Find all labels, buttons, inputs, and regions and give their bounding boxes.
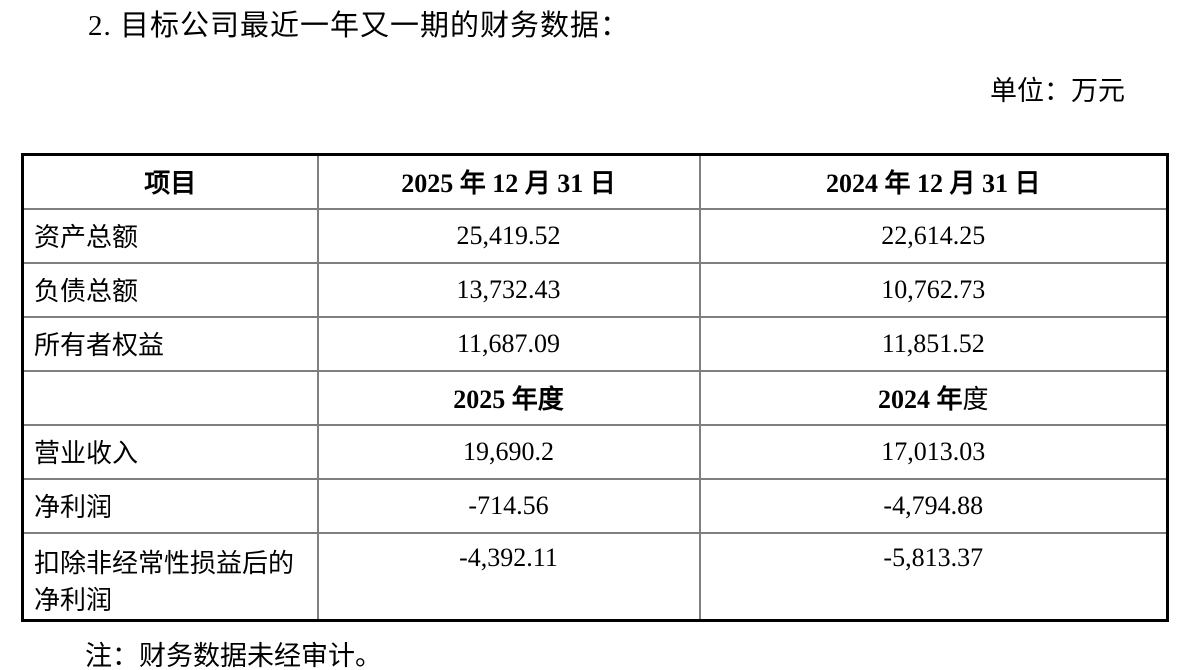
- value-2025: 19,690.2: [316, 423, 701, 480]
- footnote: 注：财务数据未经审计。: [85, 640, 382, 670]
- row-label: 营业收入: [21, 423, 319, 480]
- period-2025: 2025 年度: [316, 369, 701, 426]
- value-2024: -5,813.37: [698, 531, 1169, 621]
- header-date-2025: 2025 年 12 月 31 日: [316, 153, 701, 210]
- value-2025: 11,687.09: [316, 315, 701, 372]
- row-label: 扣除非经常性损益后的净利润: [21, 531, 319, 621]
- row-label: 资产总额: [21, 207, 319, 264]
- value-2024: 10,762.73: [698, 261, 1169, 318]
- value-2025: 13,732.43: [316, 261, 701, 318]
- row-label: 所有者权益: [21, 315, 319, 372]
- header-date-2024: 2024 年 12 月 31 日: [698, 153, 1169, 210]
- value-2024: 11,851.52: [698, 315, 1169, 372]
- value-2024: -4,794.88: [698, 477, 1169, 534]
- table-row-total-assets: 资产总额 25,419.52 22,614.25: [21, 207, 1169, 264]
- value-2025: 25,419.52: [316, 207, 701, 264]
- table-period-header-row: 2025 年度 2024 年度: [21, 369, 1169, 426]
- row-label: 负债总额: [21, 261, 319, 318]
- value-2025: -4,392.11: [316, 531, 701, 621]
- row-label: 净利润: [21, 477, 319, 534]
- value-2025: -714.56: [316, 477, 701, 534]
- table-row-total-liabilities: 负债总额 13,732.43 10,762.73: [21, 261, 1169, 318]
- financial-data-table: 项目 2025 年 12 月 31 日 2024 年 12 月 31 日 资产总…: [21, 153, 1169, 622]
- table-row-net-profit-excl-nonrecurring: 扣除非经常性损益后的净利润 -4,392.11 -5,813.37: [21, 531, 1169, 621]
- section-title: 2. 目标公司最近一年又一期的财务数据：: [88, 10, 631, 42]
- period-2024-bold: 2024 年: [877, 385, 963, 414]
- table-row-net-profit: 净利润 -714.56 -4,794.88: [21, 477, 1169, 534]
- table-row-operating-revenue: 营业收入 19,690.2 17,013.03: [21, 423, 1169, 480]
- value-2024: 17,013.03: [698, 423, 1169, 480]
- value-2024: 22,614.25: [698, 207, 1169, 264]
- unit-label: 单位：万元: [990, 76, 1125, 106]
- table-header-row: 项目 2025 年 12 月 31 日 2024 年 12 月 31 日: [21, 153, 1169, 210]
- period-2024-regular: 度: [962, 385, 989, 414]
- table-row-owners-equity: 所有者权益 11,687.09 11,851.52: [21, 315, 1169, 372]
- period-empty-cell: [21, 369, 319, 426]
- period-2024: 2024 年度: [698, 369, 1169, 426]
- header-item: 项目: [21, 153, 319, 210]
